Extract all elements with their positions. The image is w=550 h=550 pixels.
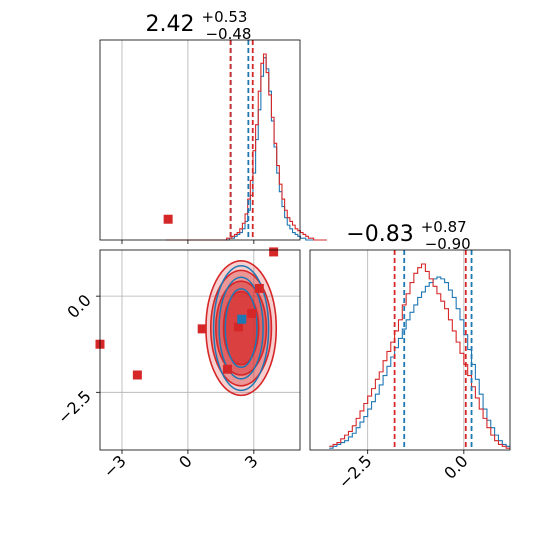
red-point-8 xyxy=(222,364,232,374)
quantile-lines-param1 xyxy=(229,40,254,240)
joint-panel: −3 0 3 −2.5 0.0 xyxy=(54,214,301,482)
frame-param1 xyxy=(99,39,301,241)
title-param2-minus: −0.90 xyxy=(425,235,471,253)
tick-label-x-1: 0 xyxy=(175,451,196,472)
x-tick-labels-param1: −3 0 3 xyxy=(100,450,262,482)
blue-histogram xyxy=(165,57,327,241)
blue-point xyxy=(237,314,247,324)
red-histogram xyxy=(329,263,510,449)
blue-contour-0 xyxy=(212,265,270,392)
red-point-7 xyxy=(233,322,243,332)
blue-histogram xyxy=(329,276,510,449)
red-point-1 xyxy=(269,247,279,257)
tick-label-x-1: 0.0 xyxy=(440,451,471,482)
tick-label-y-0: −2.5 xyxy=(54,387,95,428)
marginal-panel-param2: −2.5 0.0 −0.83 +0.87 −0.90 xyxy=(309,213,511,492)
marginal-panel-param1: 2.42 +0.53 −0.48 xyxy=(99,3,327,244)
red-point-2 xyxy=(254,283,264,293)
title-param2-center: −0.83 xyxy=(346,222,413,247)
tick-label-x-2: 3 xyxy=(241,451,262,472)
histograms-param2 xyxy=(329,263,510,449)
title-param1: 2.42 +0.53 −0.48 xyxy=(146,3,255,43)
tick-label-y-1: 0.0 xyxy=(63,291,94,322)
tick-label-x-0: −3 xyxy=(100,451,130,481)
red-point-5 xyxy=(197,324,207,334)
grid-lines-param1 xyxy=(121,40,255,244)
title-param2-plus: +0.87 xyxy=(421,218,467,236)
histograms-param1 xyxy=(165,53,327,241)
red-point-4 xyxy=(132,370,142,380)
red-histogram xyxy=(165,53,327,241)
frame-joint xyxy=(99,249,301,451)
tick-label-x-0: −2.5 xyxy=(335,451,376,492)
title-param1-plus: +0.53 xyxy=(202,8,248,26)
title-param1-minus: −0.48 xyxy=(205,25,251,43)
blue-contour-1 xyxy=(218,276,264,380)
quantile-lines-param2 xyxy=(393,250,473,450)
title-param1-center: 2.42 xyxy=(146,12,195,37)
red-point-0 xyxy=(163,214,173,224)
frame-param2 xyxy=(309,249,511,451)
y-tick-labels-param2: −2.5 0.0 xyxy=(54,291,100,428)
x-tick-labels-param2: −2.5 0.0 xyxy=(335,450,472,492)
grid-lines-param2 xyxy=(367,250,465,450)
title-param2: −0.83 +0.87 −0.90 xyxy=(346,213,473,253)
red-point-6 xyxy=(247,308,257,318)
blue-contour-2 xyxy=(224,288,258,369)
